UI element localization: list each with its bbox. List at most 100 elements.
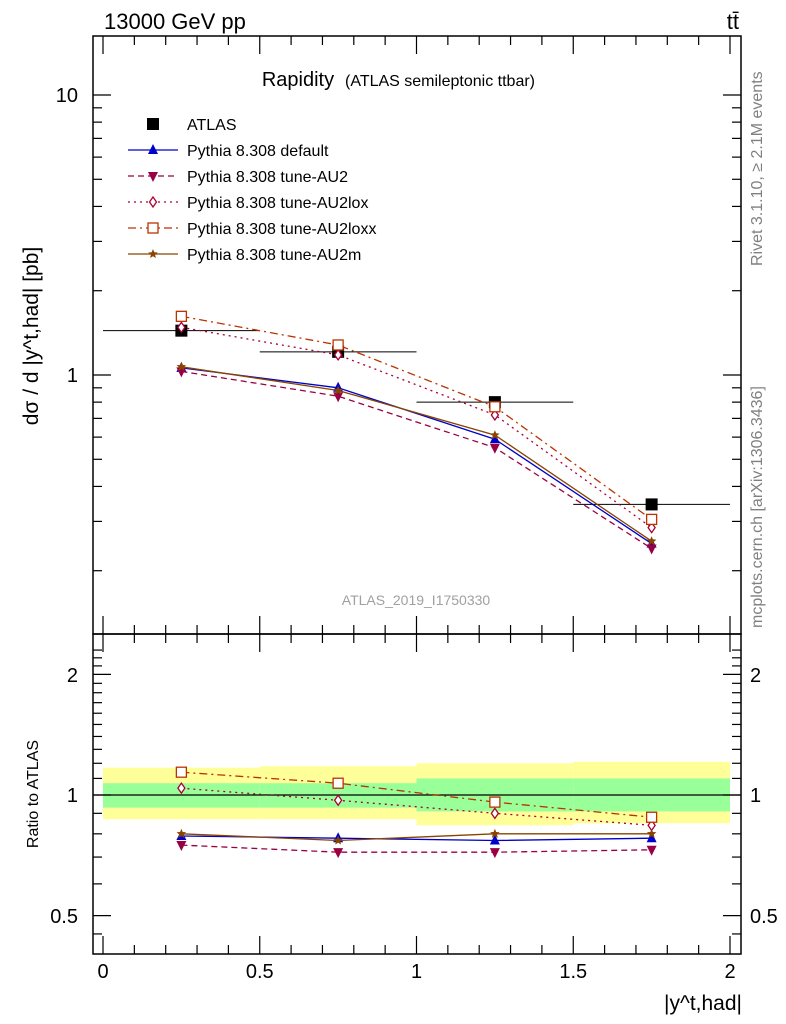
point-au2m-1 [333, 385, 343, 395]
rivet-label: Rivet 3.1.10, ≥ 2.1M events [749, 71, 766, 266]
series-line-au2 [181, 370, 652, 550]
point-atlas-3 [645, 498, 658, 511]
legend-entry-au2m: Pythia 8.308 tune-AU2m [128, 247, 361, 264]
analysis-watermark: ATLAS_2019_I1750330 [342, 592, 491, 608]
point-au2loxx-3 [645, 513, 658, 526]
point-au2m-2 [490, 430, 500, 440]
ratio-point-au2m-2 [490, 828, 500, 838]
series-au2 [176, 367, 657, 555]
chart-title: Rapidity [262, 69, 334, 91]
legend-label-default: Pythia 8.308 default [187, 143, 329, 160]
legend-marker-au2 [148, 172, 158, 182]
main-axis-ticks [93, 36, 741, 634]
point-au2lox-1 [333, 348, 343, 362]
mcplots-label: mcplots.cern.ch [arXiv:1306.3436] [749, 386, 766, 628]
legend: ATLAS Pythia 8.308 default Pythia 8.308 tu… [128, 117, 376, 264]
ratio-y-tick-label-0.5: 0.5 [50, 906, 78, 928]
ratio-point-au2-2 [489, 848, 500, 859]
series-au2m [176, 361, 657, 546]
x-tick-label-2: 2 [724, 961, 735, 983]
x-axis-label: |y^t,had| [664, 992, 742, 1015]
chart-subtitle: (ATLAS semileptonic ttbar) [345, 73, 535, 90]
point-au2loxx-1 [332, 339, 344, 351]
ratio-point-au2lox-1 [333, 794, 343, 807]
ratio-point-au2lox-2 [490, 807, 500, 820]
point-au2lox-2 [490, 408, 500, 422]
ratio-series-layer [175, 766, 658, 859]
ratio-point-au2lox-0 [177, 782, 186, 795]
legend-label-atlas: ATLAS [187, 117, 237, 134]
legend-marker-au2lox [148, 195, 158, 209]
legend-marker-au2m [148, 249, 158, 258]
point-au2-2 [489, 443, 500, 454]
chart-title-main: Rapidity [262, 69, 334, 91]
legend-entry-au2loxx: Pythia 8.308 tune-AU2loxx [128, 221, 376, 238]
energy-label: 13000 GeV pp [104, 9, 246, 34]
point-au2-1 [333, 392, 344, 403]
point-au2m-0 [176, 361, 187, 371]
point-au2lox-3 [647, 521, 656, 534]
point-default-2 [489, 433, 500, 444]
point-au2lox-0 [177, 321, 186, 334]
main-y-tick-label-1: 1 [67, 365, 78, 387]
x-tick-label-1: 1 [411, 961, 422, 983]
ratio-point-au2-1 [333, 848, 344, 859]
legend-marker-au2loxx [147, 222, 159, 234]
ratio-band-layer [93, 761, 741, 826]
process-label: tt̄ [727, 9, 739, 34]
ratio-point-au2loxx-1 [332, 777, 344, 789]
ratio-point-default-3 [646, 832, 657, 843]
legend-entry-au2lox: Pythia 8.308 tune-AU2lox [128, 195, 368, 212]
ratio-point-au2m-0 [176, 828, 187, 838]
point-au2loxx-2 [489, 401, 501, 413]
ratio-series-au2m [176, 828, 657, 845]
ratio-point-au2m-1 [333, 835, 343, 845]
series-line-default [181, 367, 652, 545]
series-line-au2lox [181, 326, 652, 529]
ratio-line-au2 [181, 844, 652, 853]
ratio-series-au2loxx [175, 766, 658, 823]
legend-label-au2: Pythia 8.308 tune-AU2 [187, 169, 348, 186]
main-y-tick-label-10: 10 [56, 85, 78, 107]
ratio-point-au2-3 [646, 845, 657, 856]
ratio-y-axis-label: Ratio to ATLAS [25, 740, 42, 848]
main-y-axis-label: dσ / d |y^t,had| [pb] [20, 247, 43, 426]
x-tick-label-1.5: 1.5 [559, 961, 587, 983]
point-au2loxx-0 [175, 310, 188, 322]
ratio-y-tick-label-right-0.5: 0.5 [750, 906, 778, 928]
legend-entry-au2: Pythia 8.308 tune-AU2 [128, 169, 348, 186]
ratio-line-au2lox [181, 787, 652, 826]
ratio-series-au2lox [177, 782, 656, 832]
ratio-y-tick-label-1: 1 [67, 785, 78, 807]
ratio-y-tick-label-right-1: 1 [750, 785, 761, 807]
series-default [176, 361, 657, 548]
x-tick-label-0: 0 [97, 961, 108, 983]
x-tick-label-0.5: 0.5 [246, 961, 274, 983]
x-tick-labels: 0 0.5 1 1.5 2 [97, 961, 735, 983]
legend-label-au2m: Pythia 8.308 tune-AU2m [187, 247, 361, 264]
legend-marker-default [148, 144, 158, 154]
ratio-point-au2m-3 [646, 828, 657, 838]
ratio-line-au2m [181, 833, 652, 842]
legend-entry-default: Pythia 8.308 default [128, 143, 329, 160]
legend-label-au2lox: Pythia 8.308 tune-AU2lox [187, 195, 368, 212]
series-au2loxx [175, 310, 658, 526]
series-atlas [103, 324, 730, 511]
ratio-series-au2 [176, 841, 657, 859]
ratio-line-au2loxx [181, 771, 652, 818]
ratio-point-au2loxx-0 [175, 766, 188, 778]
ratio-point-au2loxx-3 [645, 811, 658, 823]
main-panel: 1 10 dσ / d |y^t,had| [pb] Rapidity (ATL… [20, 35, 742, 635]
series-line-au2m [181, 366, 652, 542]
legend-marker-atlas [147, 118, 159, 130]
main-series-layer [103, 310, 730, 555]
ratio-y-tick-label-right-2: 2 [750, 665, 761, 687]
ratio-panel: 0.5 1 2 0.5 1 2 Ratio to ATLAS 0 0.5 1 1.5 2… [25, 633, 778, 1015]
series-line-au2loxx [181, 315, 652, 520]
ratio-point-au2-0 [176, 841, 187, 852]
point-au2m-3 [646, 536, 657, 546]
ratio-y-tick-label-2: 2 [67, 665, 78, 687]
ratio-point-default-2 [489, 834, 500, 845]
point-au2-3 [646, 544, 657, 555]
